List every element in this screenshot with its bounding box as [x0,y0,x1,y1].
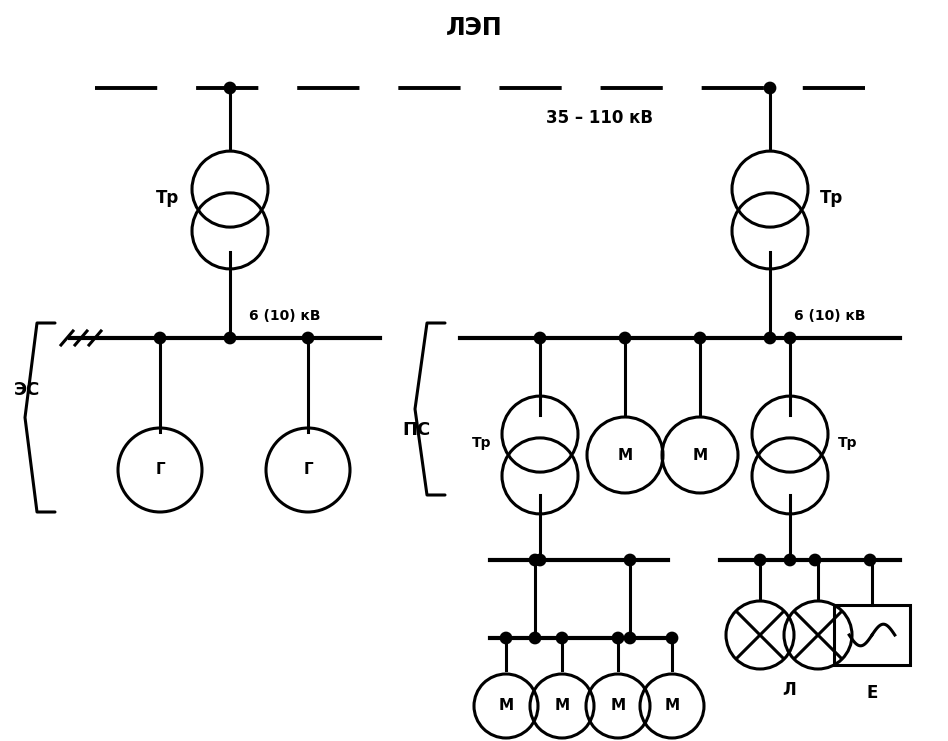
Circle shape [865,554,876,565]
Circle shape [501,632,512,644]
Circle shape [529,632,540,644]
Circle shape [625,632,636,644]
Circle shape [612,632,624,644]
Text: М: М [611,699,626,714]
Circle shape [225,82,236,93]
Circle shape [535,554,546,565]
Circle shape [619,332,630,344]
Text: 6 (10) кВ: 6 (10) кВ [249,309,320,323]
Text: 6 (10) кВ: 6 (10) кВ [794,309,866,323]
Text: М: М [692,448,707,462]
Circle shape [225,332,236,344]
Circle shape [764,332,775,344]
Circle shape [784,554,795,565]
Circle shape [694,332,705,344]
Text: ЭС: ЭС [14,381,40,399]
Text: Л: Л [782,681,796,699]
Text: Г: Г [155,462,165,477]
Circle shape [666,632,678,644]
Circle shape [535,332,546,344]
Text: 35 – 110 кВ: 35 – 110 кВ [546,109,653,127]
Text: М: М [555,699,570,714]
Text: М: М [665,699,680,714]
Circle shape [302,332,314,344]
Circle shape [810,554,821,565]
Circle shape [784,332,795,344]
Text: ПС: ПС [403,421,431,439]
Bar [834,605,910,665]
Circle shape [764,82,775,93]
Text: Тр: Тр [156,189,179,207]
Text: Е: Е [866,684,878,702]
Text: Тр: Тр [838,436,858,450]
Text: Тр: Тр [820,189,844,207]
Circle shape [755,554,766,565]
Text: М: М [617,448,632,462]
Circle shape [155,332,166,344]
Circle shape [625,554,636,565]
Text: ЛЭП: ЛЭП [446,16,502,40]
Circle shape [529,554,540,565]
Text: Г: Г [303,462,313,477]
Circle shape [556,632,568,644]
Text: Тр: Тр [472,436,492,450]
Text: М: М [499,699,514,714]
